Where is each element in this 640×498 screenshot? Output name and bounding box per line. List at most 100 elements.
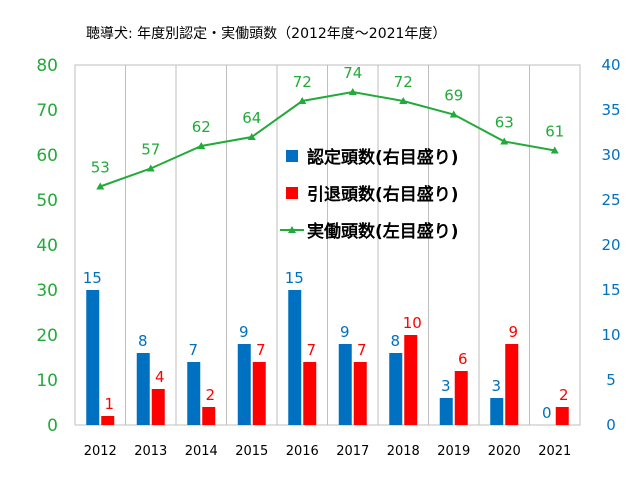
line-data-label: 64 [242,109,261,127]
bar [136,353,150,425]
line-data-label: 69 [444,87,463,105]
line-point [197,142,206,149]
legend-item: 引退頭数(右目盛り) [286,184,459,205]
y-right-tick-label: 10 [601,326,620,344]
bar-data-label: 15 [285,269,304,287]
x-tick-label: 2019 [437,444,470,459]
bar-data-label: 9 [239,323,249,341]
bar [338,344,352,425]
bar-data-label: 2 [205,386,215,404]
y-right-tick-label: 5 [606,371,616,389]
line-point [399,97,408,104]
bar-data-label: 10 [403,314,422,332]
bar-data-label: 15 [83,269,102,287]
bar-data-label: 7 [306,341,316,359]
bar [389,353,403,425]
bar [490,398,504,425]
y-left-tick-label: 70 [36,101,58,121]
bar [202,407,216,425]
legend-marker [288,226,296,233]
legend-label: 認定頭数(右目盛り) [307,147,459,168]
y-right-tick-label: 40 [601,56,620,74]
y-left-tick-label: 0 [47,416,58,436]
line-data-label: 57 [141,141,160,159]
bar-data-label: 3 [441,377,451,395]
bar-data-label: 4 [155,368,165,386]
bar-data-label: 9 [340,323,350,341]
y-right-tick-label: 0 [606,416,616,434]
x-tick-label: 2013 [134,444,167,459]
y-right-tick-label: 25 [601,191,620,209]
x-tick-label: 2020 [488,444,521,459]
bar [555,407,569,425]
line-point [348,88,357,95]
bar [353,362,367,425]
x-tick-label: 2017 [336,444,369,459]
line-data-label: 53 [91,159,110,177]
x-tick-label: 2016 [286,444,319,459]
bar [101,416,115,425]
bar [404,335,418,425]
line-data-label: 72 [394,73,413,91]
line-point [247,133,256,140]
bar [151,389,165,425]
legend-item: 認定頭数(右目盛り) [286,147,459,168]
legend-swatch [286,187,298,199]
bar-data-label: 8 [390,332,400,350]
line-point [550,146,559,154]
y-right-tick-label: 15 [601,281,620,299]
line-data-label: 72 [293,73,312,91]
line-point [449,110,458,118]
y-left-tick-label: 20 [36,326,58,346]
bar-data-label: 7 [188,341,198,359]
bar [86,290,100,425]
x-tick-label: 2021 [538,444,571,459]
bar [187,362,201,425]
bar-data-label: 8 [138,332,148,350]
legend-item: 実働頭数(左目盛り) [280,221,459,242]
bar-data-label: 7 [256,341,266,359]
bar [505,344,519,425]
bar [303,362,317,425]
x-tick-label: 2018 [387,444,420,459]
y-right-tick-label: 35 [601,101,620,119]
line-data-label: 74 [343,64,362,82]
x-tick-label: 2012 [84,444,117,459]
line-point [298,97,307,104]
bar [439,398,453,425]
x-tick-label: 2015 [235,444,268,459]
line-series-path [99,90,555,188]
y-left-tick-label: 80 [36,56,58,76]
bar-data-label: 6 [458,350,468,368]
bar-data-label: 0 [542,404,552,422]
legend-label: 引退頭数(右目盛り) [307,184,459,205]
bar [454,371,468,425]
chart-title: 聴導犬: 年度別認定・実働頭数（2012年度～2021年度） [86,26,446,42]
line-point [96,182,105,190]
line-data-label: 61 [545,123,564,141]
y-left-tick-label: 10 [36,371,58,391]
bar-data-label: 1 [104,395,114,413]
bar [237,344,251,425]
legend-label: 実働頭数(左目盛り) [307,221,459,242]
legend-swatch [286,150,298,162]
y-left-tick-label: 60 [36,146,58,166]
bar [252,362,266,425]
y-left-tick-label: 30 [36,281,58,301]
y-left-tick-label: 50 [36,191,58,211]
bar-data-label: 2 [559,386,569,404]
line-series [96,88,559,190]
grid [74,64,581,426]
bar-data-label: 7 [357,341,367,359]
line-data-label: 63 [495,114,514,132]
y-right-tick-label: 30 [601,146,620,164]
bar-data-label: 9 [508,323,518,341]
line-point [146,164,155,172]
y-right-tick-label: 20 [601,236,620,254]
x-tick-label: 2014 [185,444,218,459]
bar [288,290,302,425]
legend: 認定頭数(右目盛り) 引退頭数(右目盛り) 実働頭数(左目盛り) [280,147,459,242]
